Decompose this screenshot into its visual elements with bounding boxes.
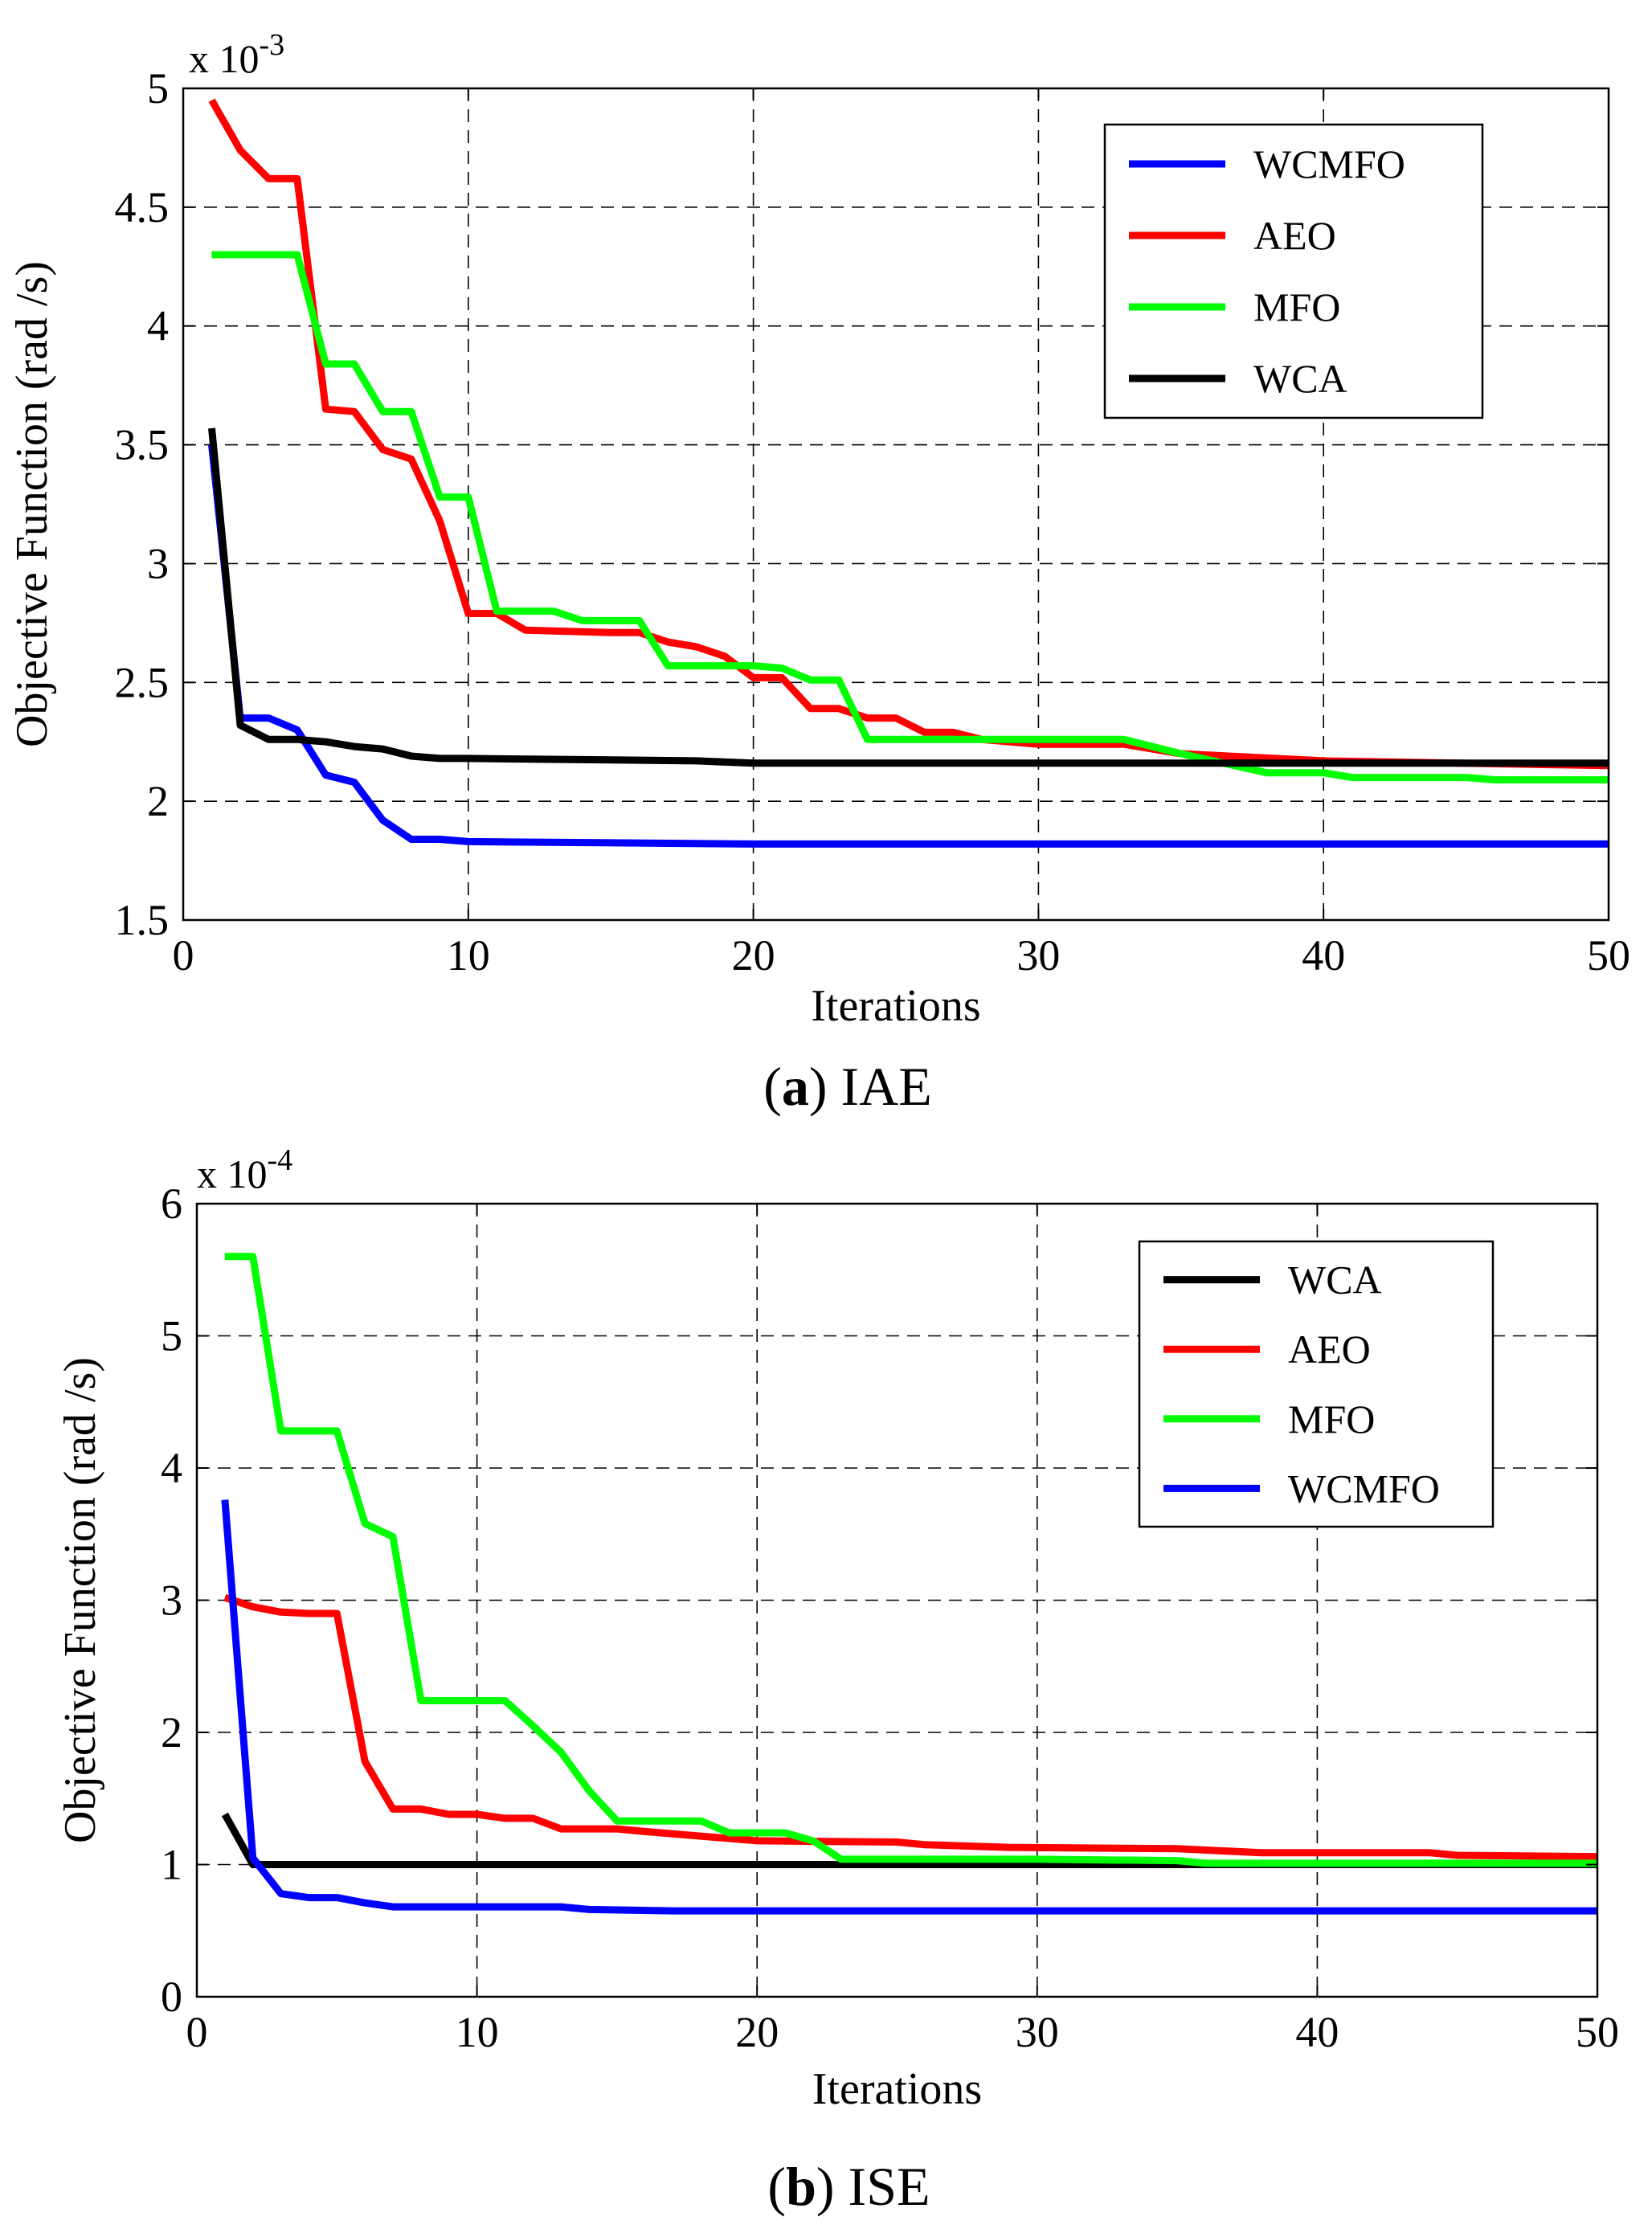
chart-iae-ytick-label-7: 5 <box>147 64 169 112</box>
chart-iae-ytick-label-2: 2.5 <box>115 658 170 706</box>
chart-iae: 0 10 20 30 40 50 1.5 2 2.5 3 3.5 4 4.5 5 x 10-3 Iterati… <box>7 28 1630 1117</box>
chart-ise-legend-label-aeo: AEO <box>1288 1327 1371 1372</box>
chart-ise-caption: (b) ISE <box>767 2156 930 2217</box>
chart-iae-axes-frame <box>182 87 1610 922</box>
chart-ise-xlabel: Iterations <box>812 2064 982 2114</box>
chart-ise-ytick-label-0: 0 <box>161 1973 182 2021</box>
chart-ise-xtick-label-2: 20 <box>735 2008 779 2056</box>
chart-ise-legend-box <box>1138 1240 1495 1528</box>
chart-iae-caption: (a) IAE <box>763 1056 932 1117</box>
chart-ise-xtick-label-0: 0 <box>186 2008 208 2056</box>
chart-ise-scale-multiplier: x 10-4 <box>197 1143 292 1196</box>
chart-iae-legend-label-wcmfo: WCMFO <box>1253 141 1405 186</box>
chart-iae-xtick-label-0: 0 <box>173 931 194 979</box>
chart-ise-series-wcmfo-line <box>221 1499 1597 1915</box>
chart-iae-xtick-label-1: 10 <box>447 931 490 979</box>
chart-ise-legend-label-wca: WCA <box>1288 1258 1382 1303</box>
chart-iae-legend-label-mfo: MFO <box>1253 284 1340 329</box>
chart-iae-ytick-label-4: 3.5 <box>115 421 170 469</box>
chart-iae-xtick-label-4: 40 <box>1302 931 1345 979</box>
chart-iae-legend: WCMFO AEO MFO WCA <box>1103 123 1484 419</box>
chart-iae-legend-label-aeo: AEO <box>1253 213 1336 258</box>
chart-iae-ytick-label-3: 3 <box>147 539 169 587</box>
chart-iae-xtick-label-3: 30 <box>1016 931 1060 979</box>
chart-ise-series-aeo-line <box>223 1593 1598 1861</box>
chart-iae-ytick-label-6: 4.5 <box>115 183 170 231</box>
chart-iae-ylabel: Objective Function (rad /s) <box>7 261 57 747</box>
chart-iae-ytick-label-0: 1.5 <box>115 896 170 944</box>
chart-ise-xtick-label-3: 30 <box>1016 2008 1059 2056</box>
chart-ise-xtick-label-1: 10 <box>456 2008 499 2056</box>
chart-iae-xtick-label-5: 50 <box>1587 931 1630 979</box>
chart-ise-legend-label-mfo: MFO <box>1288 1397 1375 1442</box>
chart-iae-xlabel: Iterations <box>811 981 980 1031</box>
chart-iae-series-wca-line <box>208 427 1609 767</box>
chart-iae-legend-box <box>1103 123 1484 419</box>
chart-ise-series-wca-line <box>221 1812 1597 1868</box>
chart-iae-series-wcmfo-line <box>208 444 1609 848</box>
chart-ise-legend: WCA AEO MFO WCMFO <box>1138 1240 1495 1528</box>
chart-ise-series-mfo-line <box>224 1253 1597 1867</box>
chart-iae-scale-multiplier: x 10-3 <box>189 28 284 81</box>
chart-iae-ytick-label-1: 2 <box>147 777 169 825</box>
chart-ise-ytick-label-2: 2 <box>161 1708 182 1756</box>
chart-iae-xtick-label-2: 20 <box>732 931 775 979</box>
chart-ise: 0 10 20 30 40 50 0 1 2 3 4 5 6 x 10-4 Iterations Object… <box>55 1143 1619 2217</box>
chart-ise-ytick-label-3: 3 <box>161 1577 182 1625</box>
chart-ise-ylabel: Objective Function (rad /s) <box>55 1357 105 1843</box>
chart-ise-xtick-label-4: 40 <box>1295 2008 1339 2056</box>
chart-ise-ytick-label-6: 6 <box>161 1180 182 1228</box>
chart-iae-ytick-label-5: 4 <box>147 302 169 350</box>
chart-iae-legend-label-wca: WCA <box>1253 356 1347 401</box>
chart-ise-legend-label-wcmfo: WCMFO <box>1288 1466 1440 1511</box>
chart-ise-ytick-label-1: 1 <box>161 1841 182 1889</box>
chart-ise-ytick-label-5: 5 <box>161 1312 182 1360</box>
chart-ise-ytick-label-4: 4 <box>161 1444 182 1492</box>
chart-ise-xtick-label-5: 50 <box>1576 2008 1619 2056</box>
